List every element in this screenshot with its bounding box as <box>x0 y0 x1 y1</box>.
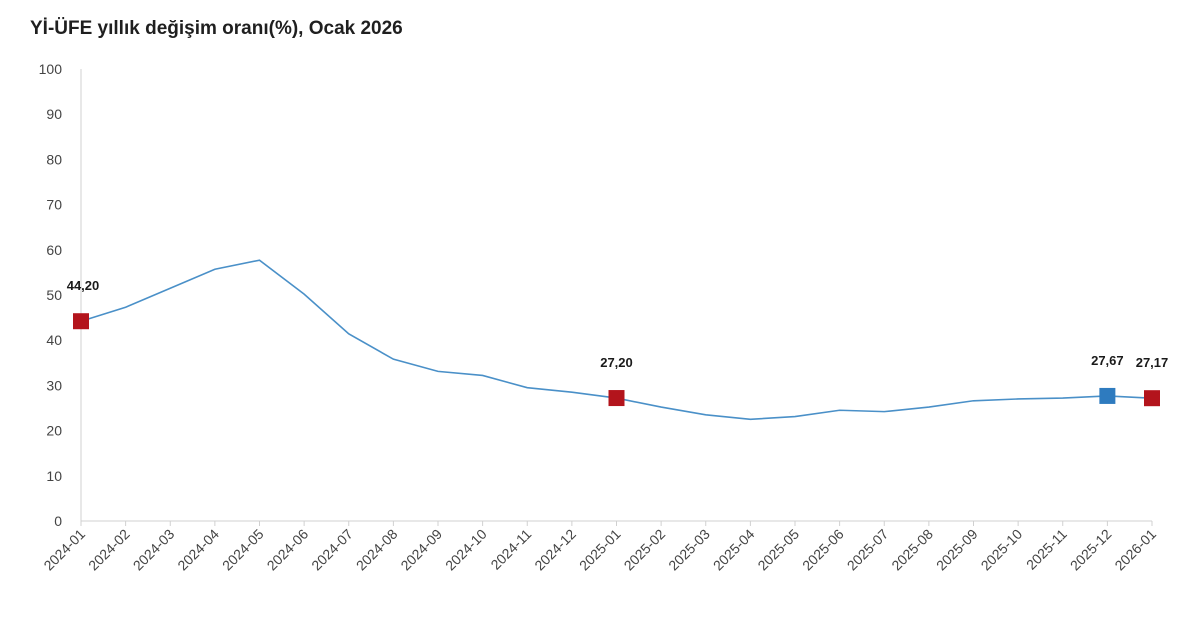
x-tick-label: 2025-09 <box>933 526 981 574</box>
x-tick-label: 2025-01 <box>576 526 624 574</box>
y-tick-label: 10 <box>46 468 62 484</box>
data-point-marker <box>608 390 625 407</box>
y-tick-label: 30 <box>46 377 62 393</box>
y-axis-ticks: 0 10 20 30 40 50 60 70 80 90 100 <box>39 61 63 529</box>
data-point-marker <box>1099 387 1116 404</box>
y-tick-label: 40 <box>46 332 62 348</box>
x-tick-label: 2025-08 <box>888 526 936 574</box>
x-tick-label: 2024-12 <box>531 526 579 574</box>
y-tick-label: 60 <box>46 242 62 258</box>
x-tick-label: 2025-03 <box>665 526 713 574</box>
chart-title: Yİ-ÜFE yıllık değişim oranı(%), Ocak 202… <box>30 18 403 39</box>
x-tick-label: 2025-05 <box>754 526 802 574</box>
x-tick-label: 2024-01 <box>40 526 88 574</box>
data-label: 44,20 <box>67 278 100 293</box>
x-axis-ticks: 2024-012024-022024-032024-042024-052024-… <box>40 521 1159 573</box>
y-tick-label: 100 <box>39 61 63 77</box>
data-label: 27,67 <box>1091 353 1124 368</box>
x-tick-label: 2024-05 <box>219 526 267 574</box>
x-tick-label: 2024-09 <box>397 526 445 574</box>
x-tick-label: 2024-02 <box>85 526 133 574</box>
data-labels: 44,20 27,20 27,67 27,17 <box>67 278 1169 370</box>
x-tick-label: 2025-02 <box>621 526 669 574</box>
x-tick-label: 2024-08 <box>353 526 401 574</box>
y-tick-label: 70 <box>46 197 62 213</box>
y-tick-label: 20 <box>46 423 62 439</box>
y-tick-label: 0 <box>54 513 62 529</box>
data-label: 27,20 <box>600 355 633 370</box>
x-tick-label: 2026-01 <box>1111 526 1159 574</box>
x-tick-label: 2025-04 <box>710 526 758 574</box>
y-tick-label: 80 <box>46 151 62 167</box>
highlight-markers <box>73 313 1160 407</box>
y-tick-label: 50 <box>46 287 62 303</box>
x-tick-label: 2025-12 <box>1067 526 1115 574</box>
y-tick-label: 90 <box>46 106 62 122</box>
x-tick-label: 2024-04 <box>174 526 222 574</box>
x-tick-label: 2025-07 <box>844 526 892 574</box>
x-tick-label: 2025-06 <box>799 526 847 574</box>
x-tick-label: 2024-11 <box>487 526 534 573</box>
x-tick-label: 2024-10 <box>442 526 490 574</box>
x-tick-label: 2025-11 <box>1023 526 1070 573</box>
x-tick-label: 2024-03 <box>130 526 178 574</box>
x-tick-label: 2025-10 <box>978 526 1026 574</box>
x-tick-label: 2024-06 <box>264 526 312 574</box>
data-point-marker <box>1144 390 1160 407</box>
x-tick-label: 2024-07 <box>308 526 356 574</box>
data-point-marker <box>73 313 89 330</box>
data-label: 27,17 <box>1136 355 1169 370</box>
